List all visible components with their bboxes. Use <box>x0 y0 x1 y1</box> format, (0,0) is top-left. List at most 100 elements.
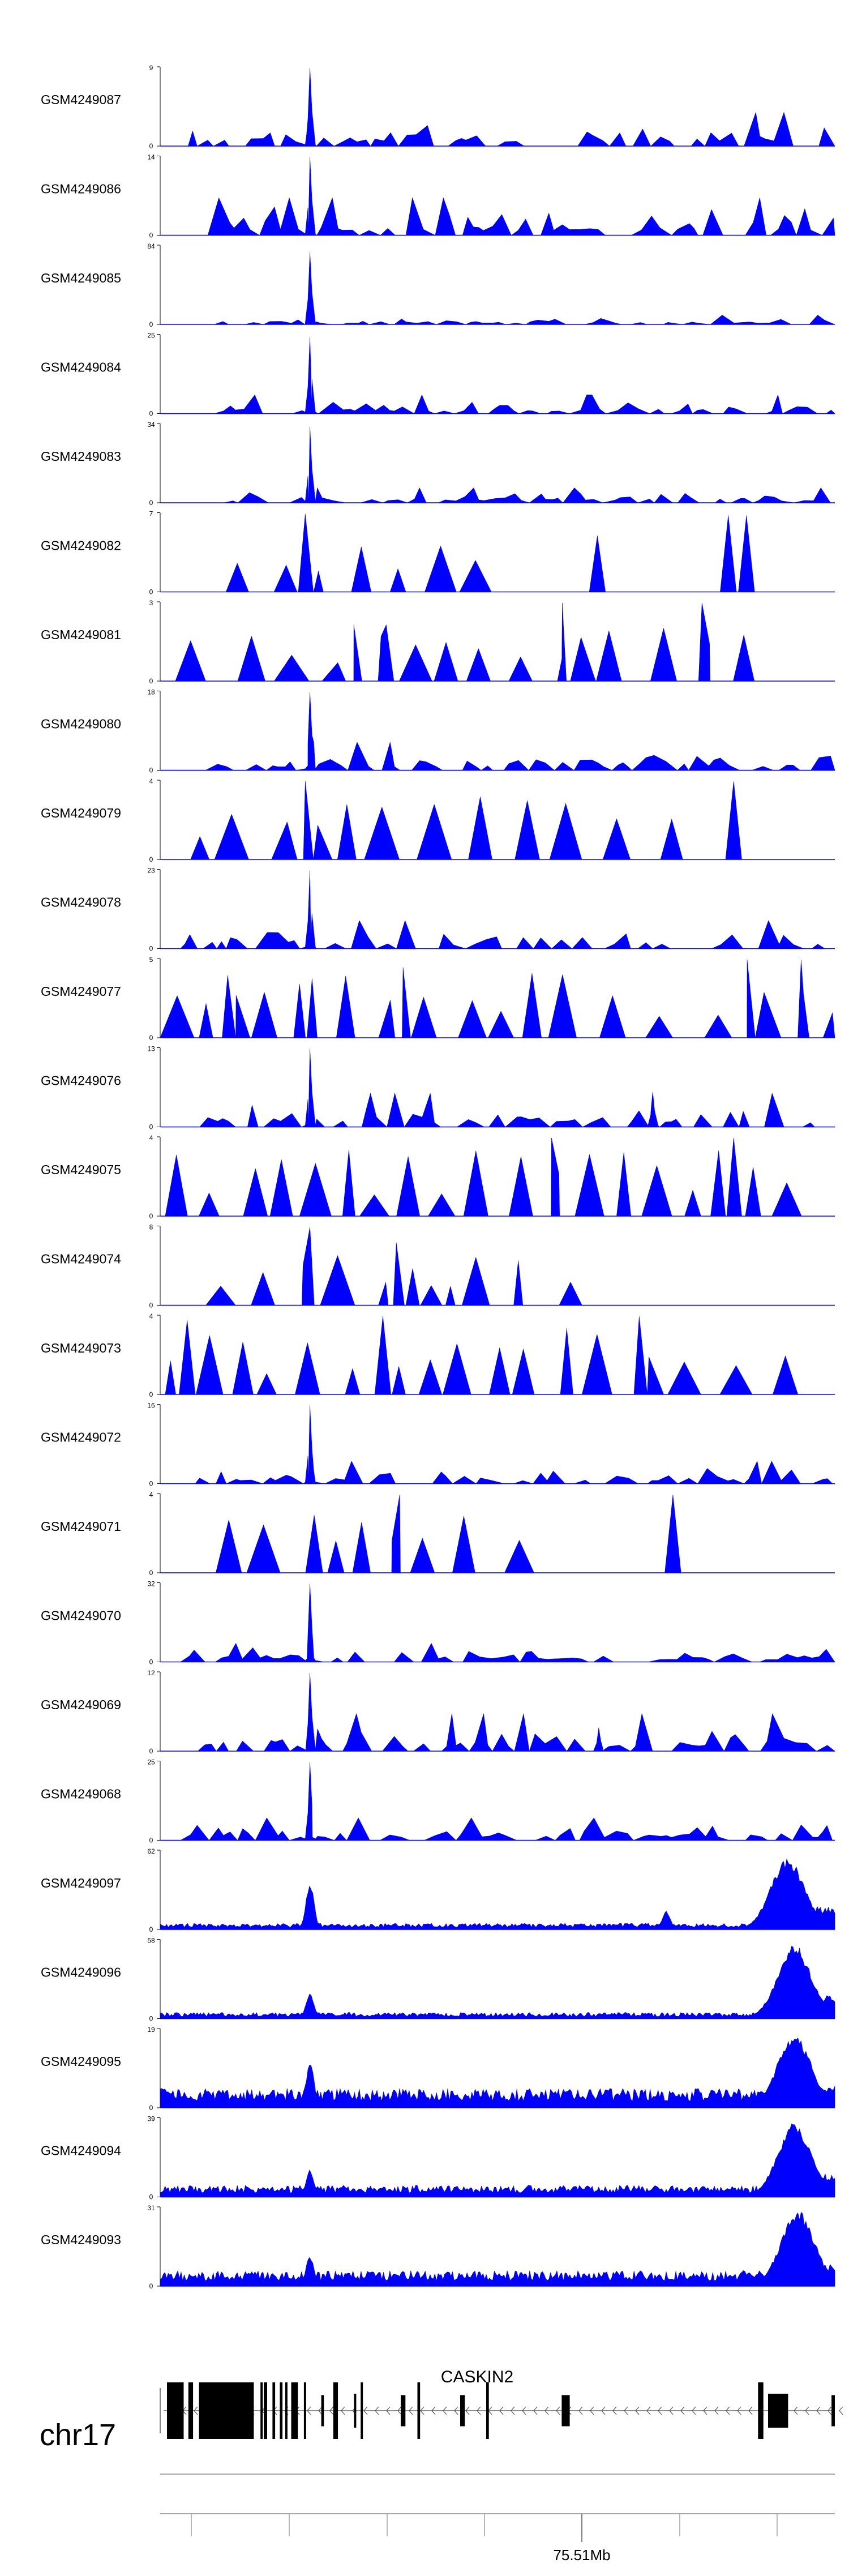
track-ymin: 0 <box>149 1390 153 1398</box>
strand-arrow <box>839 2406 843 2415</box>
track-ymax: 18 <box>147 688 155 696</box>
track-label: GSM4249076 <box>41 1073 121 1088</box>
signal-area <box>160 67 835 147</box>
strand-arrow <box>827 2406 832 2415</box>
track-label: GSM4249079 <box>41 806 121 820</box>
strand-arrow <box>544 2406 549 2415</box>
axis-tick-label: 75.51Mb <box>553 2547 610 2564</box>
strand-arrow <box>669 2406 674 2415</box>
track-ymax: 39 <box>147 2115 155 2123</box>
track-label: GSM4249087 <box>41 92 121 107</box>
track-ymax: 32 <box>147 1580 155 1588</box>
signal-area <box>160 602 835 682</box>
chromosome-label: chr17 <box>40 2418 117 2452</box>
signal-area <box>160 870 835 949</box>
track-ymax: 13 <box>147 1045 155 1053</box>
track-ymin: 0 <box>149 855 153 863</box>
strand-arrow <box>612 2406 617 2415</box>
track-ymin: 0 <box>149 2193 153 2201</box>
gene-exon <box>260 2382 263 2439</box>
gene-exon <box>758 2382 764 2439</box>
gene-exon <box>333 2382 338 2439</box>
track-ymax: 84 <box>147 242 155 250</box>
track-label: GSM4249074 <box>41 1252 121 1266</box>
track-ymin: 0 <box>149 1658 153 1666</box>
strand-arrow <box>646 2406 651 2415</box>
track-ymax: 25 <box>147 1758 155 1766</box>
signal-area <box>160 1494 835 1573</box>
strand-arrow <box>465 2406 470 2415</box>
track-ymin: 0 <box>149 1480 153 1488</box>
strand-arrow <box>703 2406 707 2415</box>
track-ymax: 4 <box>149 1134 153 1142</box>
signal-area <box>160 1316 835 1395</box>
signal-area <box>160 514 835 592</box>
strand-arrow <box>341 2406 345 2415</box>
signal-area <box>160 1405 835 1484</box>
strand-arrow <box>748 2406 753 2415</box>
strand-arrow <box>329 2406 334 2415</box>
gene-exon <box>486 2382 489 2439</box>
strand-arrow <box>635 2406 640 2415</box>
track-label: GSM4249093 <box>41 2232 121 2247</box>
strand-arrow <box>409 2406 413 2415</box>
strand-arrow <box>397 2406 402 2415</box>
track-label: GSM4249078 <box>41 895 121 910</box>
track-ymax: 25 <box>147 332 155 340</box>
track-ymax: 5 <box>149 956 153 964</box>
strand-arrow <box>194 2406 198 2415</box>
track-ymin: 0 <box>149 1569 153 1577</box>
track-ymin: 0 <box>149 2282 153 2290</box>
track-label: GSM4249073 <box>41 1341 121 1355</box>
track-ymin: 0 <box>149 1925 153 1933</box>
track-ymax: 4 <box>149 1491 153 1499</box>
gene-exon <box>401 2395 406 2427</box>
strand-arrow <box>454 2406 458 2415</box>
track-ymax: 4 <box>149 777 153 785</box>
signal-area <box>160 1946 835 2019</box>
track-ymax: 3 <box>149 599 153 607</box>
track-label: GSM4249082 <box>41 538 121 553</box>
track-label: GSM4249094 <box>41 2143 121 2158</box>
strand-arrow <box>420 2406 424 2415</box>
strand-arrow <box>386 2406 391 2415</box>
signal-area <box>160 337 835 414</box>
track-ymax: 34 <box>147 421 155 429</box>
strand-arrow <box>714 2406 719 2415</box>
track-ymax: 62 <box>147 1847 155 1855</box>
track-label: GSM4249096 <box>41 1965 121 1980</box>
track-label: GSM4249084 <box>41 360 121 375</box>
track-label: GSM4249071 <box>41 1519 121 1534</box>
track-ymax: 14 <box>147 153 155 161</box>
track-ymax: 7 <box>149 510 153 518</box>
signal-area <box>160 1137 835 1217</box>
track-ymin: 0 <box>149 232 153 239</box>
track-ymin: 0 <box>149 1123 153 1131</box>
track-label: GSM4249080 <box>41 717 121 731</box>
track-ymax: 23 <box>147 867 155 875</box>
strand-arrow <box>737 2406 741 2415</box>
gene-exon <box>561 2395 570 2427</box>
track-ymin: 0 <box>149 142 153 150</box>
gene-exon <box>199 2382 254 2439</box>
strand-arrow <box>363 2406 368 2415</box>
strand-arrow <box>318 2406 323 2415</box>
track-label: GSM4249097 <box>41 1876 121 1890</box>
signal-area <box>160 959 835 1038</box>
strand-arrow <box>578 2406 583 2415</box>
track-ymax: 8 <box>149 1223 153 1231</box>
track-label: GSM4249095 <box>41 2054 121 2069</box>
track-ymax: 12 <box>147 1669 155 1677</box>
gene-exon <box>291 2382 298 2439</box>
signal-area <box>160 157 835 236</box>
track-ymax: 58 <box>147 1937 155 1945</box>
gene-name: CASKIN2 <box>441 2368 513 2386</box>
track-ymin: 0 <box>149 1747 153 1755</box>
track-label: GSM4249068 <box>41 1787 121 1802</box>
track-ymin: 0 <box>149 588 153 596</box>
gene-exon <box>321 2395 324 2427</box>
track-ymin: 0 <box>149 2015 153 2023</box>
signal-area <box>160 2211 835 2287</box>
track-ymin: 0 <box>149 677 153 685</box>
